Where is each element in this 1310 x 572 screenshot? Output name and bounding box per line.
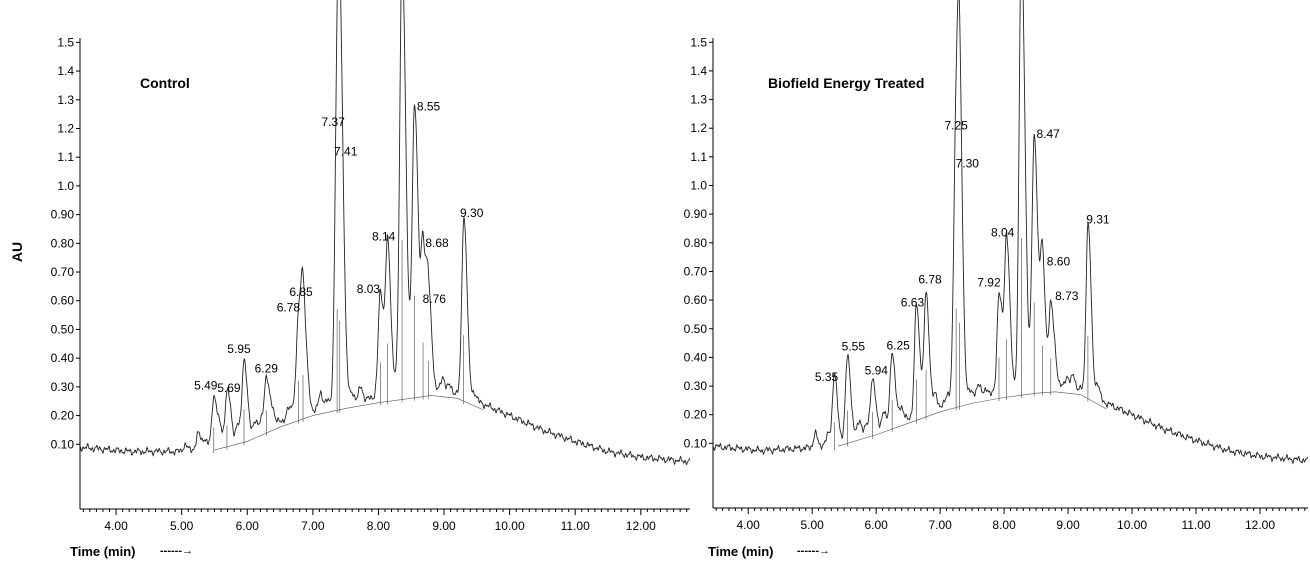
y-tick-label: 0.70 <box>51 265 75 279</box>
y-axis-label: AU <box>9 242 25 262</box>
x-tick-label: 7.00 <box>928 518 952 532</box>
y-tick-label: 1.0 <box>57 179 74 193</box>
y-tick-label: 0.30 <box>684 379 708 393</box>
x-tick-label: 7.00 <box>301 519 325 533</box>
y-tick-label: 0.50 <box>684 322 708 336</box>
x-tick-label: 10.00 <box>495 519 525 533</box>
chart-title: Control <box>140 75 190 91</box>
x-tick-label: 6.00 <box>864 518 888 532</box>
x-tick-label: 10.00 <box>1117 518 1147 532</box>
x-axis-arrow: ------→ <box>797 545 830 557</box>
peak-label: 7.30 <box>956 156 980 170</box>
x-axis-label: Time (min) <box>708 544 774 559</box>
x-tick-label: 4.00 <box>104 519 128 533</box>
x-tick-label: 4.00 <box>737 518 761 532</box>
y-tick-label: 0.40 <box>51 351 75 365</box>
peak-label: 8.04 <box>991 225 1015 239</box>
y-tick-label: 1.2 <box>690 121 707 135</box>
x-tick-label: 8.00 <box>992 518 1016 532</box>
panel-biofield-energy-treated: Biofield Energy Treated 0.10 0.20 0.30 0.40 0… <box>684 0 1309 559</box>
peak-label: 9.31 <box>1086 213 1110 227</box>
y-tick-label: 1.5 <box>690 35 707 49</box>
x-tick-label: 9.00 <box>432 519 456 533</box>
panel-control: Control 0.10 0.20 0.30 0.40 0.50 0.60 0.70 0.80 0… <box>51 0 691 559</box>
y-tick-label: 0.40 <box>684 350 708 364</box>
chromatogram-trace <box>79 0 691 466</box>
y-tick-label: 0.50 <box>51 322 75 336</box>
y-tick-label: 0.80 <box>51 236 75 250</box>
peak-label: 8.47 <box>1036 127 1060 141</box>
peak-label: 7.41 <box>334 145 358 159</box>
x-axis-arrow: ------→ <box>160 545 193 557</box>
y-tick-label: 0.80 <box>684 236 708 250</box>
peak-label: 8.55 <box>417 100 441 114</box>
peak-label: 5.95 <box>227 342 251 356</box>
y-tick-label: 0.10 <box>51 437 75 451</box>
peak-label: 7.37 <box>321 115 345 129</box>
x-tick-label: 11.00 <box>561 519 590 533</box>
peak-label: 8.76 <box>423 292 447 306</box>
y-tick-label: 1.1 <box>57 150 74 164</box>
chart-title: Biofield Energy Treated <box>768 75 924 91</box>
y-tick-label: 1.3 <box>57 93 74 107</box>
y-tick-label: 0.60 <box>684 293 708 307</box>
integration-baseline <box>837 391 1107 447</box>
peak-label: 7.92 <box>977 275 1001 289</box>
y-tick-label: 0.60 <box>51 294 75 308</box>
peak-label: 5.55 <box>842 339 866 353</box>
x-tick-label: 11.00 <box>1181 518 1210 532</box>
y-tick-label: 0.70 <box>684 264 708 278</box>
y-tick-label: 1.2 <box>57 121 74 135</box>
y-tick-label: 1.3 <box>690 93 707 107</box>
peak-label: 7.25 <box>944 118 968 132</box>
peak-label: 5.94 <box>865 364 889 378</box>
x-tick-label: 5.00 <box>800 518 824 532</box>
integration-baseline <box>214 395 484 451</box>
peak-label: 6.85 <box>289 285 313 299</box>
y-tick-label: 0.20 <box>51 409 75 423</box>
peak-label: 6.25 <box>886 338 910 352</box>
peak-label: 8.73 <box>1055 289 1079 303</box>
y-tick-label: 0.30 <box>51 380 75 394</box>
y-tick-label: 0.20 <box>684 408 708 422</box>
peak-label: 6.63 <box>901 295 925 309</box>
y-tick-label: 0.90 <box>684 207 708 221</box>
peak-label: 5.69 <box>217 381 241 395</box>
peak-label: 8.60 <box>1047 255 1071 269</box>
peak-label: 6.29 <box>255 362 279 376</box>
x-tick-label: 5.00 <box>170 519 194 533</box>
peak-label: 9.30 <box>460 206 484 220</box>
y-tick-label: 1.1 <box>690 150 707 164</box>
peak-label: 8.14 <box>372 229 396 243</box>
peak-label: 5.35 <box>815 370 839 384</box>
peak-label: 8.68 <box>425 236 449 250</box>
peak-label: 5.49 <box>194 379 218 393</box>
peak-label: 8.03 <box>357 282 381 296</box>
x-axis-label: Time (min) <box>70 544 136 559</box>
y-tick-label: 0.90 <box>51 208 75 222</box>
chromatogram-trace <box>712 0 1309 465</box>
y-tick-label: 0.10 <box>684 436 708 450</box>
y-tick-label: 1.4 <box>57 64 74 78</box>
y-tick-label: 1.0 <box>690 179 707 193</box>
x-tick-label: 9.00 <box>1056 518 1080 532</box>
x-tick-label: 12.00 <box>626 519 656 533</box>
y-tick-label: 1.4 <box>690 64 707 78</box>
y-tick-label: 1.5 <box>57 35 74 49</box>
x-tick-label: 12.00 <box>1245 518 1275 532</box>
peak-label: 6.78 <box>918 273 942 287</box>
x-tick-label: 6.00 <box>236 519 260 533</box>
x-tick-label: 8.00 <box>367 519 391 533</box>
peak-label: 6.78 <box>277 300 301 314</box>
